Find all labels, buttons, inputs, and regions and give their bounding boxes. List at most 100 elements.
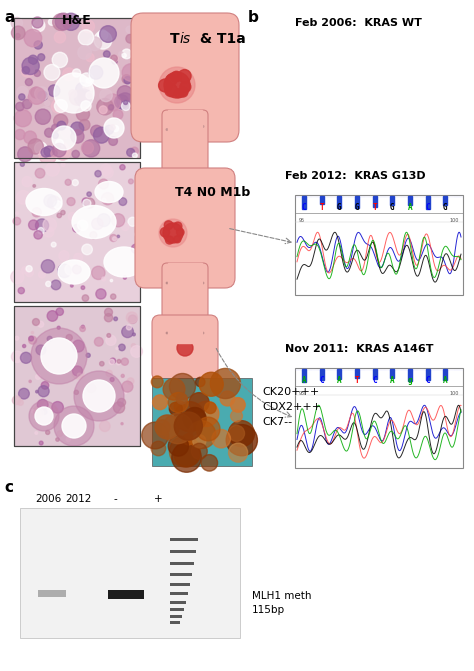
Circle shape [100, 421, 110, 431]
Circle shape [122, 49, 132, 59]
Circle shape [179, 332, 181, 333]
Circle shape [81, 101, 91, 111]
Circle shape [164, 221, 173, 229]
Circle shape [122, 223, 129, 231]
Circle shape [94, 31, 112, 49]
Circle shape [18, 389, 29, 399]
Circle shape [22, 99, 32, 109]
Circle shape [74, 371, 124, 421]
Circle shape [127, 325, 132, 330]
Bar [168, 110, 202, 140]
Circle shape [32, 207, 41, 217]
FancyBboxPatch shape [152, 315, 218, 381]
Circle shape [38, 386, 49, 397]
Circle shape [117, 236, 119, 238]
Circle shape [166, 74, 177, 85]
Circle shape [230, 410, 242, 422]
Circle shape [174, 401, 185, 412]
Circle shape [128, 217, 137, 226]
Circle shape [226, 425, 257, 456]
Bar [337, 369, 341, 378]
Circle shape [166, 332, 168, 333]
Circle shape [41, 338, 77, 374]
Circle shape [22, 266, 29, 274]
Circle shape [118, 399, 126, 407]
Circle shape [131, 34, 142, 45]
Text: C: C [425, 203, 430, 212]
Text: CK20+++: CK20+++ [262, 387, 319, 397]
Text: H&E: H&E [62, 14, 92, 27]
Circle shape [82, 140, 100, 157]
Circle shape [199, 282, 201, 284]
Circle shape [74, 391, 79, 395]
Circle shape [12, 396, 21, 405]
Circle shape [106, 370, 112, 376]
Circle shape [165, 236, 173, 244]
Circle shape [176, 332, 178, 333]
Circle shape [176, 282, 178, 284]
Text: T: T [319, 203, 324, 212]
Circle shape [184, 127, 186, 129]
Circle shape [189, 130, 191, 131]
Circle shape [196, 282, 197, 284]
Circle shape [54, 73, 94, 113]
Circle shape [115, 95, 128, 109]
Circle shape [127, 378, 134, 384]
Circle shape [183, 407, 206, 430]
Circle shape [131, 346, 143, 358]
Circle shape [174, 236, 181, 243]
Circle shape [170, 374, 195, 399]
Text: 95: 95 [299, 218, 305, 223]
Circle shape [97, 214, 110, 227]
Text: T4 N0 M1b: T4 N0 M1b [175, 186, 250, 199]
Circle shape [100, 89, 112, 102]
Circle shape [103, 51, 110, 58]
Circle shape [95, 170, 101, 177]
Circle shape [44, 402, 49, 407]
Text: a: a [4, 10, 14, 25]
Circle shape [39, 441, 43, 445]
Circle shape [87, 384, 96, 393]
Circle shape [121, 358, 128, 365]
Circle shape [122, 326, 133, 338]
Circle shape [15, 130, 25, 140]
Circle shape [196, 417, 220, 441]
Circle shape [182, 282, 184, 284]
Circle shape [128, 179, 133, 184]
Text: C: C [319, 376, 324, 385]
Circle shape [110, 378, 114, 382]
Circle shape [32, 17, 43, 28]
Circle shape [36, 374, 40, 379]
Bar [319, 369, 324, 380]
Bar [170, 592, 188, 595]
Circle shape [159, 67, 195, 103]
Circle shape [89, 58, 119, 88]
Text: 2006: 2006 [35, 494, 61, 504]
Circle shape [188, 421, 216, 448]
Circle shape [101, 193, 114, 205]
Circle shape [104, 94, 121, 111]
Bar [170, 608, 184, 611]
Circle shape [199, 332, 201, 333]
Circle shape [187, 129, 188, 130]
Text: MLH1 meth: MLH1 meth [252, 591, 311, 601]
Circle shape [63, 68, 75, 81]
Circle shape [71, 285, 73, 287]
Circle shape [83, 199, 91, 207]
Circle shape [33, 185, 36, 187]
Text: G: G [355, 203, 359, 212]
Bar [14, 18, 140, 158]
Circle shape [205, 402, 216, 413]
Circle shape [189, 393, 209, 413]
Circle shape [91, 266, 105, 280]
Circle shape [112, 56, 118, 61]
Circle shape [22, 66, 29, 74]
Circle shape [44, 146, 55, 156]
Circle shape [82, 142, 93, 154]
Circle shape [69, 340, 75, 346]
Circle shape [110, 279, 113, 282]
Circle shape [151, 376, 163, 388]
Circle shape [55, 142, 69, 156]
Circle shape [89, 66, 103, 79]
Circle shape [55, 99, 67, 113]
